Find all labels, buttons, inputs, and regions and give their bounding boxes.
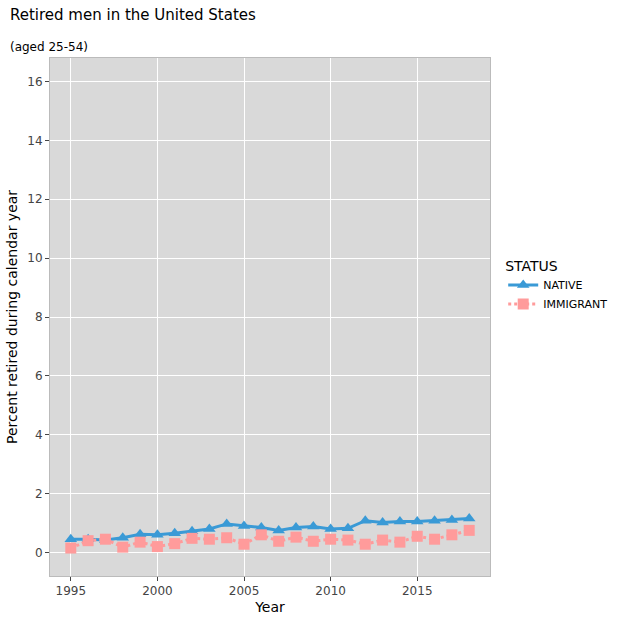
svg-text:2005: 2005: [229, 584, 260, 598]
svg-text:Percent retired during calenda: Percent retired during calendar year: [4, 190, 20, 444]
svg-text:10: 10: [27, 251, 42, 265]
svg-text:1995: 1995: [56, 584, 87, 598]
svg-text:2015: 2015: [402, 584, 433, 598]
svg-text:Retired men in the United Stat: Retired men in the United States: [10, 6, 256, 24]
svg-text:14: 14: [27, 134, 42, 148]
svg-text:IMMIGRANT: IMMIGRANT: [543, 298, 607, 311]
svg-text:0: 0: [35, 546, 43, 560]
svg-text:2000: 2000: [142, 584, 173, 598]
svg-text:Year: Year: [254, 599, 285, 615]
svg-text:STATUS: STATUS: [505, 258, 558, 274]
svg-text:12: 12: [27, 192, 42, 206]
svg-text:2: 2: [35, 487, 43, 501]
svg-text:4: 4: [35, 428, 43, 442]
svg-text:8: 8: [35, 310, 43, 324]
svg-text:NATIVE: NATIVE: [543, 279, 582, 292]
svg-text:2010: 2010: [315, 584, 346, 598]
svg-text:6: 6: [35, 369, 43, 383]
svg-text:16: 16: [27, 75, 42, 89]
svg-text:(aged 25-54): (aged 25-54): [10, 40, 88, 54]
